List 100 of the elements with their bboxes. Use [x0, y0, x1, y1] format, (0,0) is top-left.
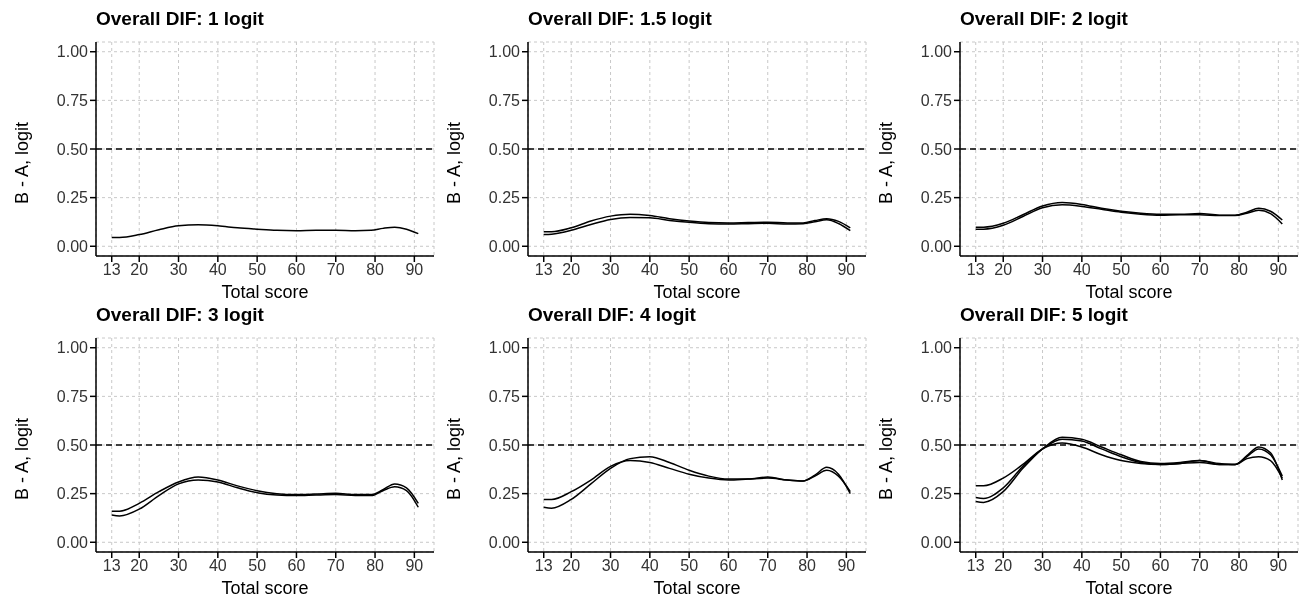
chart-title: Overall DIF: 1 logit	[95, 8, 265, 31]
x-tick-label: 20	[562, 557, 581, 575]
x-axis-title: Total score	[221, 282, 309, 302]
y-axis-title: B - A, logit	[876, 121, 897, 204]
y-tick-label: 0.50	[56, 436, 89, 454]
y-tick-label: 0.50	[920, 436, 953, 454]
y-tick-label: 0.25	[920, 189, 953, 207]
y-tick-label: 0.75	[56, 92, 89, 110]
x-tick-label: 13	[966, 261, 985, 279]
y-axis-title: B - A, logit	[876, 417, 897, 500]
x-tick-label: 40	[1072, 557, 1091, 575]
y-tick-label: 0.00	[56, 533, 89, 551]
x-tick-label: 20	[994, 261, 1013, 279]
x-axis-title: Total score	[653, 578, 741, 598]
x-tick-label: 90	[405, 261, 424, 279]
x-tick-label: 70	[1190, 261, 1209, 279]
y-tick-label: 1.00	[56, 339, 89, 357]
x-tick-label: 13	[102, 557, 121, 575]
x-tick-label: 50	[680, 557, 699, 575]
y-tick-label: 0.00	[920, 533, 953, 551]
x-tick-label: 20	[994, 557, 1013, 575]
chart-title: Overall DIF: 3 logit	[95, 304, 265, 327]
x-tick-label: 60	[287, 557, 306, 575]
x-tick-label: 30	[1033, 261, 1052, 279]
y-tick-label: 0.75	[488, 92, 521, 110]
x-tick-label: 30	[1033, 557, 1052, 575]
y-axis-title: B - A, logit	[444, 417, 465, 500]
x-axis-title: Total score	[653, 282, 741, 302]
x-tick-label: 80	[1230, 557, 1249, 575]
y-tick-label: 0.50	[488, 140, 521, 158]
y-tick-label: 0.25	[488, 189, 521, 207]
x-tick-label: 90	[837, 557, 856, 575]
x-tick-label: 80	[366, 557, 385, 575]
chart-title: Overall DIF: 1.5 logit	[527, 8, 713, 31]
y-tick-label: 0.75	[920, 388, 953, 406]
x-tick-label: 40	[640, 261, 659, 279]
y-tick-label: 0.75	[56, 388, 89, 406]
x-tick-label: 60	[719, 261, 738, 279]
y-tick-label: 0.25	[56, 485, 89, 503]
y-tick-label: 1.00	[488, 43, 521, 61]
x-tick-label: 40	[640, 557, 659, 575]
x-tick-label: 13	[102, 261, 121, 279]
x-tick-label: 80	[798, 557, 817, 575]
x-tick-label: 70	[326, 261, 345, 279]
x-tick-label: 13	[966, 557, 985, 575]
x-tick-label: 20	[130, 261, 149, 279]
x-tick-label: 90	[405, 557, 424, 575]
y-tick-label: 0.50	[56, 140, 89, 158]
x-tick-label: 40	[208, 557, 227, 575]
x-tick-label: 20	[562, 261, 581, 279]
x-axis-title: Total score	[1085, 282, 1173, 302]
x-tick-label: 50	[248, 261, 267, 279]
x-tick-label: 30	[169, 557, 188, 575]
x-tick-label: 30	[169, 261, 188, 279]
y-tick-label: 0.00	[488, 533, 521, 551]
y-tick-label: 1.00	[920, 339, 953, 357]
x-tick-label: 50	[248, 557, 267, 575]
x-tick-label: 90	[1269, 557, 1288, 575]
y-tick-label: 0.25	[488, 485, 521, 503]
y-axis-title: B - A, logit	[12, 417, 33, 500]
x-tick-label: 50	[1112, 557, 1131, 575]
y-tick-label: 0.00	[56, 237, 89, 255]
y-tick-label: 0.50	[920, 140, 953, 158]
y-tick-label: 0.25	[56, 189, 89, 207]
x-tick-label: 30	[601, 557, 620, 575]
x-tick-label: 60	[1151, 557, 1170, 575]
x-tick-label: 13	[534, 261, 553, 279]
x-tick-label: 80	[1230, 261, 1249, 279]
chart-title: Overall DIF: 2 logit	[959, 8, 1129, 31]
y-tick-label: 1.00	[488, 339, 521, 357]
x-tick-label: 40	[208, 261, 227, 279]
x-tick-label: 13	[534, 557, 553, 575]
x-axis-title: Total score	[221, 578, 309, 598]
x-tick-label: 50	[680, 261, 699, 279]
y-tick-label: 0.00	[920, 237, 953, 255]
x-axis-title: Total score	[1085, 578, 1173, 598]
x-tick-label: 80	[366, 261, 385, 279]
x-tick-label: 40	[1072, 261, 1091, 279]
x-tick-label: 30	[601, 261, 620, 279]
y-tick-label: 0.75	[488, 388, 521, 406]
x-tick-label: 70	[326, 557, 345, 575]
x-tick-label: 60	[719, 557, 738, 575]
y-tick-label: 0.75	[920, 92, 953, 110]
y-axis-title: B - A, logit	[444, 121, 465, 204]
chart-title: Overall DIF: 4 logit	[527, 304, 697, 327]
x-tick-label: 60	[287, 261, 306, 279]
x-tick-label: 80	[798, 261, 817, 279]
y-axis-title: B - A, logit	[12, 121, 33, 204]
y-tick-label: 1.00	[56, 43, 89, 61]
x-tick-label: 70	[758, 261, 777, 279]
chart-title: Overall DIF: 5 logit	[959, 304, 1129, 327]
y-tick-label: 0.25	[920, 485, 953, 503]
x-tick-label: 70	[1190, 557, 1209, 575]
x-tick-label: 20	[130, 557, 149, 575]
x-tick-label: 50	[1112, 261, 1131, 279]
y-tick-label: 0.00	[488, 237, 521, 255]
x-tick-label: 90	[837, 261, 856, 279]
y-tick-label: 0.50	[488, 436, 521, 454]
x-tick-label: 60	[1151, 261, 1170, 279]
x-tick-label: 70	[758, 557, 777, 575]
